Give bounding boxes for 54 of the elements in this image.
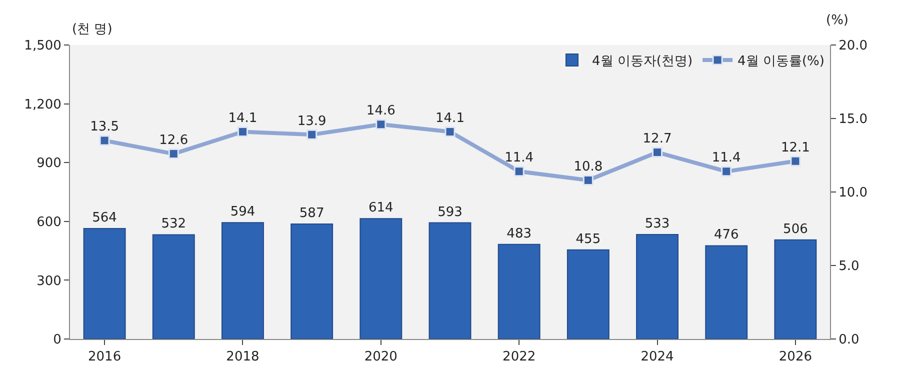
bar	[290, 223, 334, 339]
y2-tick-label: 15.0	[838, 112, 868, 128]
x-tick-label: 2020	[364, 350, 398, 365]
data-label: 532	[161, 216, 186, 232]
bar	[360, 218, 402, 339]
bar	[222, 222, 264, 339]
x-tick-label: 2016	[88, 350, 122, 365]
bar	[498, 244, 540, 339]
y2-tick-label: 5.0	[838, 259, 860, 274]
data-label: 594	[230, 204, 256, 220]
data-label: 455	[576, 232, 601, 247]
y2-tick-label: 10.0	[838, 186, 868, 201]
y-tick-label: 1,500	[24, 38, 62, 54]
bar	[566, 249, 610, 339]
bar	[636, 234, 678, 339]
y-axis-title: (천 명)	[72, 22, 112, 37]
y2-axis-title: (%)	[826, 13, 848, 28]
data-label: 11.4	[712, 150, 741, 166]
y-tick-label: 600	[36, 214, 62, 230]
y-tick-label: 1,200	[24, 97, 62, 112]
data-label: 14.1	[228, 110, 258, 126]
data-label: 12.1	[780, 140, 810, 156]
data-label: 12.7	[642, 131, 672, 146]
data-label: 13.5	[90, 120, 120, 135]
y2-tick-label: 20.0	[838, 38, 868, 54]
data-label: 14.6	[366, 104, 396, 119]
y-tick-label: 300	[36, 274, 62, 289]
x-tick-label: 2026	[778, 350, 812, 365]
data-label: 13.9	[297, 114, 326, 129]
data-label: 564	[92, 210, 117, 226]
data-label: 587	[299, 206, 324, 221]
x-tick-label: 2024	[640, 350, 674, 365]
bar	[428, 222, 472, 339]
y-tick-label: 0	[53, 332, 62, 348]
bar	[83, 228, 126, 339]
data-label: 614	[368, 200, 394, 216]
y2-tick-label: 0.0	[838, 332, 860, 348]
data-label: 476	[714, 228, 739, 243]
legend-label: 4월 이동률(%)	[738, 54, 824, 70]
data-label: 533	[644, 216, 670, 232]
data-label: 10.8	[574, 159, 603, 174]
data-label: 11.4	[504, 150, 534, 166]
y-tick-label: 900	[36, 156, 62, 172]
data-label: 12.6	[159, 132, 188, 148]
x-tick-label: 2022	[502, 350, 536, 365]
x-tick-label: 2018	[226, 350, 260, 365]
legend-label: 4월 이동자(천명)	[592, 54, 693, 70]
data-label: 14.1	[436, 110, 464, 126]
data-label: 593	[438, 204, 462, 220]
data-label: 506	[783, 222, 808, 237]
bar	[152, 234, 195, 339]
data-label: 483	[506, 226, 532, 242]
bar	[705, 245, 748, 339]
bar	[774, 239, 817, 339]
